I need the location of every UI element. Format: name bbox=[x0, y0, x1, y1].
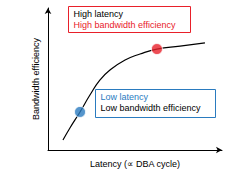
svg-text:Low latency: Low latency bbox=[101, 92, 149, 102]
svg-text:High latency: High latency bbox=[74, 9, 124, 19]
svg-text:Low bandwidth efficiency: Low bandwidth efficiency bbox=[101, 103, 201, 113]
svg-text:Bandwidth efficiency: Bandwidth efficiency bbox=[31, 38, 41, 120]
svg-text:High bandwidth efficiency: High bandwidth efficiency bbox=[74, 20, 176, 30]
svg-text:Latency (∝ DBA cycle): Latency (∝ DBA cycle) bbox=[90, 159, 180, 169]
